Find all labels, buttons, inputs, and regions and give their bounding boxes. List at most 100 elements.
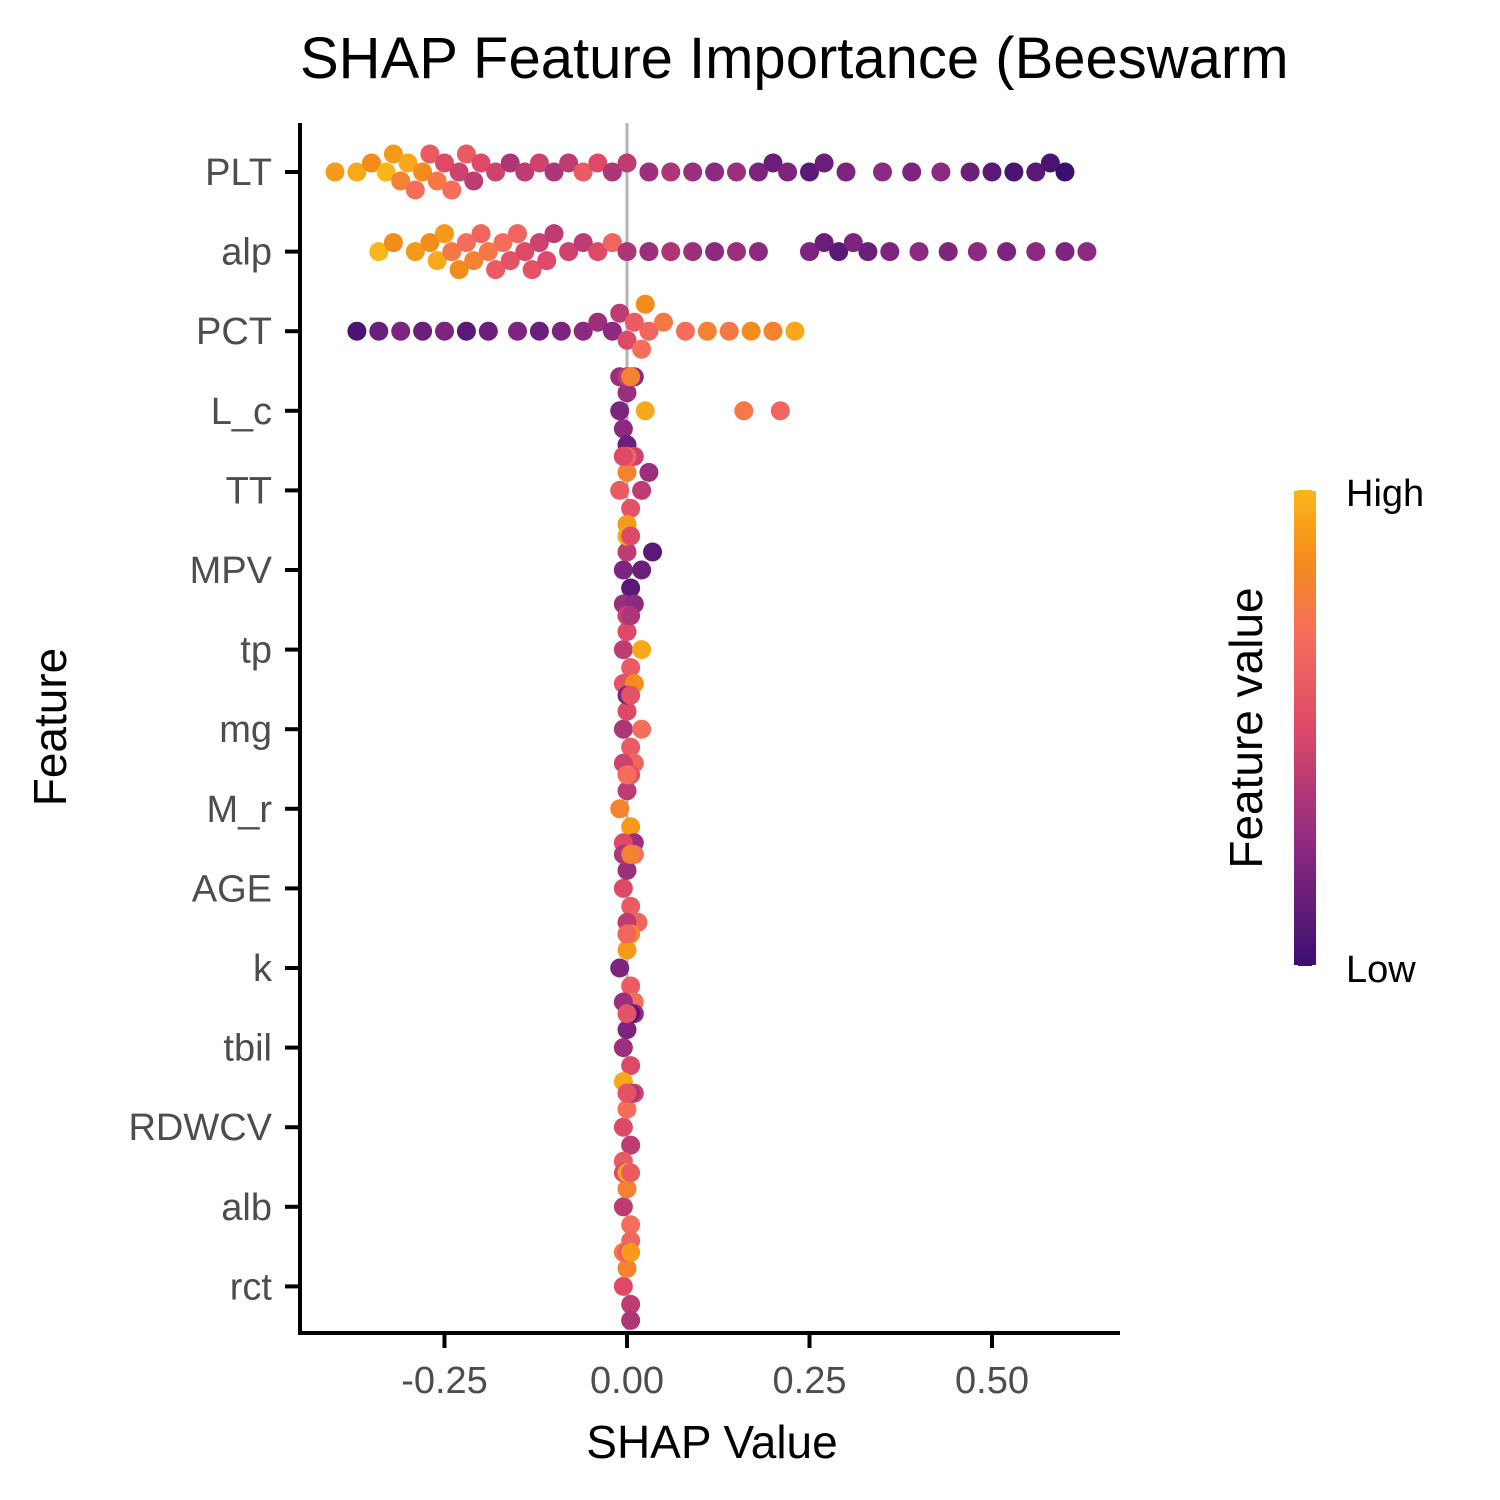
shap-point: [632, 560, 652, 580]
shap-point: [435, 321, 454, 341]
shap-point: [413, 162, 433, 182]
shap-point: [621, 606, 641, 626]
shap-point: [1026, 242, 1046, 262]
shap-point: [508, 321, 527, 341]
shap-point: [617, 940, 637, 960]
shap-point: [621, 498, 641, 518]
shap-point: [529, 233, 549, 253]
shap-point: [617, 1004, 637, 1024]
shap-point: [632, 480, 652, 500]
x-tick-label: 0.00: [590, 1360, 664, 1402]
shap-point: [559, 242, 579, 262]
shap-point: [967, 242, 987, 262]
shap-point: [420, 144, 440, 164]
shap-point: [621, 1215, 641, 1235]
shap-point: [610, 958, 630, 978]
shap-point: [621, 1056, 641, 1076]
shap-point: [621, 1310, 641, 1330]
shap-point: [741, 321, 761, 341]
x-tick-label: 0.25: [773, 1360, 847, 1402]
shap-point: [621, 817, 641, 837]
shap-point: [617, 462, 637, 482]
shap-point: [843, 233, 863, 253]
y-tick-label: M_r: [207, 789, 273, 831]
x-tick-label: 0.50: [955, 1360, 1029, 1402]
shap-point: [621, 844, 641, 864]
shap-point: [829, 242, 849, 262]
shap-point: [621, 976, 641, 996]
shap-point: [405, 242, 425, 262]
shap-point: [1004, 162, 1024, 182]
shap-point: [997, 242, 1017, 262]
shap-point: [602, 321, 622, 341]
shap-point: [471, 224, 491, 244]
shap-point: [613, 1197, 633, 1217]
shap-point: [621, 737, 641, 757]
shap-point: [1077, 242, 1097, 262]
shap-point: [383, 144, 403, 164]
legend-low-label: Low: [1346, 949, 1416, 991]
shap-point: [529, 153, 549, 173]
shap-point: [478, 242, 498, 262]
shap-point: [785, 321, 805, 341]
shap-point: [639, 162, 659, 182]
shap-point: [442, 242, 462, 262]
y-axis-ticks: PLT alp PCT L_c TT MPV tp mg M_r AGE k tbil RDWCV alb…: [128, 152, 300, 1308]
shap-point: [836, 162, 856, 182]
shap-point: [632, 719, 652, 739]
shap-point: [621, 1135, 641, 1155]
shap-point: [456, 233, 476, 253]
y-tick-label: RDWCV: [128, 1107, 272, 1149]
legend-title: Feature value: [1220, 587, 1272, 868]
shap-point: [621, 367, 641, 387]
shap-point: [727, 242, 746, 262]
shap-point: [610, 480, 630, 500]
shap-point: [800, 242, 819, 262]
shap-point: [675, 321, 695, 341]
shap-point: [661, 242, 681, 262]
shap-point: [383, 233, 403, 253]
shap-point: [602, 162, 622, 182]
shap-point: [960, 162, 980, 182]
shap-point: [613, 419, 633, 439]
shap-point: [486, 260, 506, 280]
shap-point: [617, 1099, 637, 1119]
shap-point: [814, 233, 834, 253]
y-tick-label: k: [253, 948, 273, 990]
shap-point: [617, 542, 637, 562]
shap-point: [413, 321, 433, 341]
shap-point: [621, 526, 641, 546]
shap-point: [347, 321, 367, 341]
shap-point: [500, 153, 520, 173]
shap-point: [613, 1276, 633, 1296]
shap-point: [613, 1117, 633, 1137]
shap-point: [617, 330, 637, 350]
shap-point: [544, 162, 564, 182]
y-tick-label: PCT: [196, 311, 272, 353]
shap-point: [909, 242, 929, 262]
shap-point: [486, 162, 506, 182]
shap-point: [573, 321, 593, 341]
shap-point: [588, 312, 608, 332]
shap-point: [938, 242, 958, 262]
shap-point: [639, 242, 659, 262]
shap-point: [610, 303, 630, 323]
shap-point: [559, 153, 579, 173]
shap-point: [391, 171, 411, 191]
shap-point: [617, 153, 637, 173]
shap-point: [639, 321, 659, 341]
y-tick-label: PLT: [205, 152, 272, 194]
shap-point: [427, 171, 447, 191]
shap-point: [617, 924, 637, 944]
y-tick-label: MPV: [190, 550, 273, 592]
shap-point: [369, 242, 389, 262]
y-tick-label: mg: [219, 709, 272, 751]
shap-point: [748, 242, 768, 262]
shap-point: [573, 233, 593, 253]
shap-point: [902, 162, 922, 182]
shap-point: [621, 1163, 641, 1183]
shap-point: [697, 321, 717, 341]
shap-point: [617, 701, 637, 721]
shap-point: [405, 180, 425, 200]
